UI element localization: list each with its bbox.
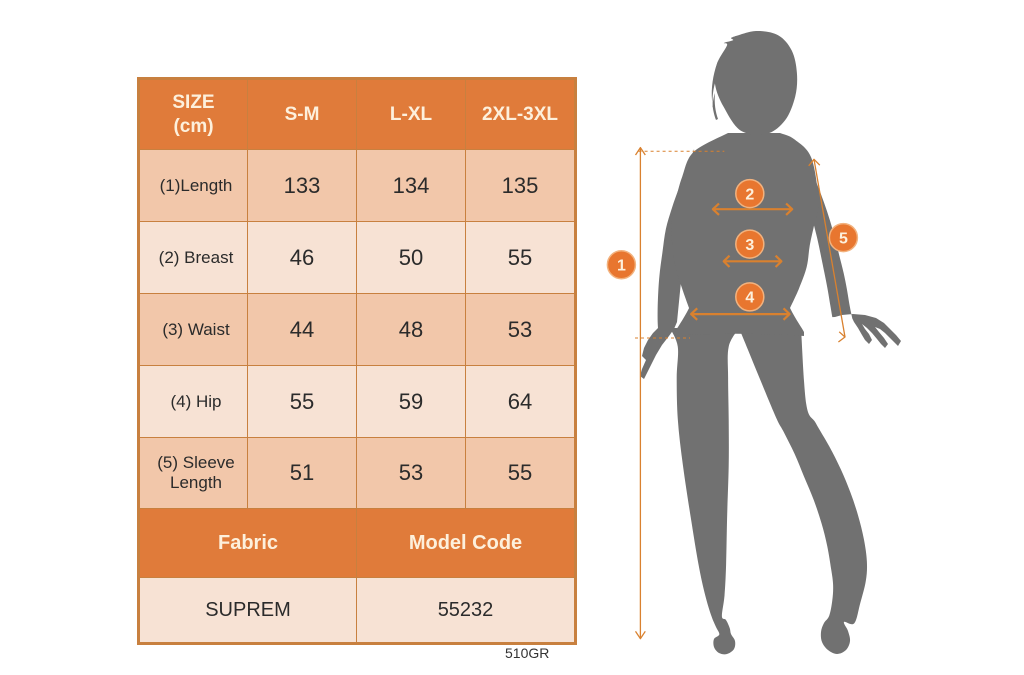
svg-text:3: 3 xyxy=(745,237,754,254)
svg-text:5: 5 xyxy=(839,230,848,247)
svg-text:1: 1 xyxy=(617,258,626,275)
svg-text:2: 2 xyxy=(745,186,754,203)
svg-text:4: 4 xyxy=(745,290,754,307)
